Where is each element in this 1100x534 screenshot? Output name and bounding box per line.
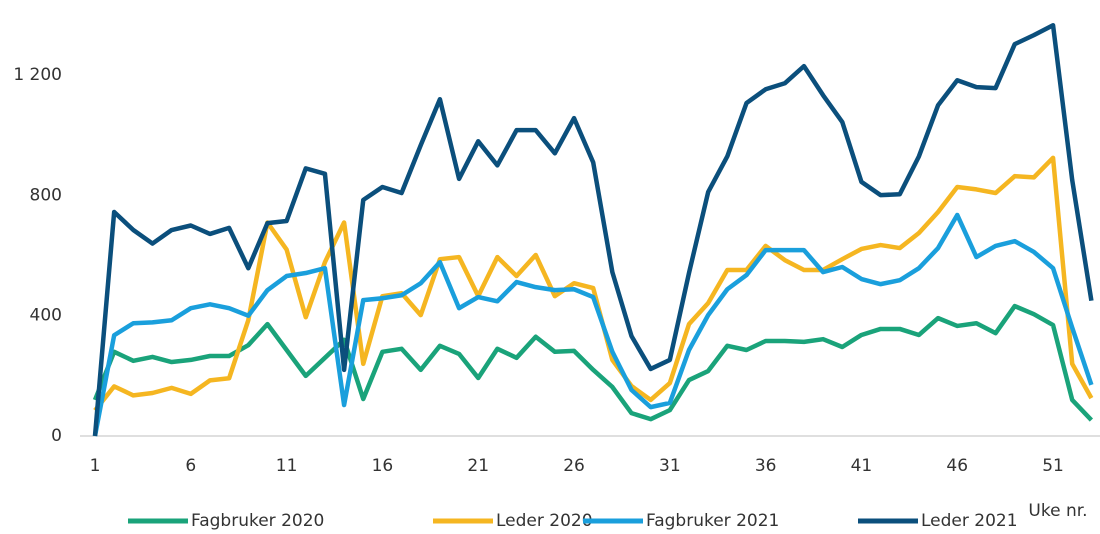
- legend-label: Fagbruker 2021: [646, 511, 779, 531]
- legend-label: Fagbruker 2020: [191, 511, 324, 531]
- line-series: [92, 212, 1094, 437]
- line-series: [92, 22, 1094, 437]
- x-tick-label: 51: [1042, 456, 1064, 476]
- x-tick-label: 21: [467, 456, 489, 476]
- x-tick-label: 41: [851, 456, 873, 476]
- x-tick-label: 46: [946, 456, 968, 476]
- x-tick-label: 26: [563, 456, 585, 476]
- x-tick-label: 36: [755, 456, 777, 476]
- x-axis-label: Uke nr.: [1028, 501, 1087, 521]
- y-tick-label: 1 200: [13, 65, 62, 85]
- line-series: [92, 303, 1094, 422]
- line-series: [93, 155, 1094, 412]
- x-tick-label: 6: [185, 456, 196, 476]
- y-tick-label: 400: [30, 306, 62, 326]
- x-tick-label: 1: [90, 456, 101, 476]
- y-tick-label: 800: [30, 185, 62, 205]
- legend-label: Leder 2020: [496, 511, 593, 531]
- x-tick-label: 16: [372, 456, 394, 476]
- x-tick-label: 31: [659, 456, 681, 476]
- y-tick-label: 0: [51, 426, 62, 446]
- legend-label: Leder 2021: [921, 511, 1018, 531]
- x-tick-label: 11: [276, 456, 298, 476]
